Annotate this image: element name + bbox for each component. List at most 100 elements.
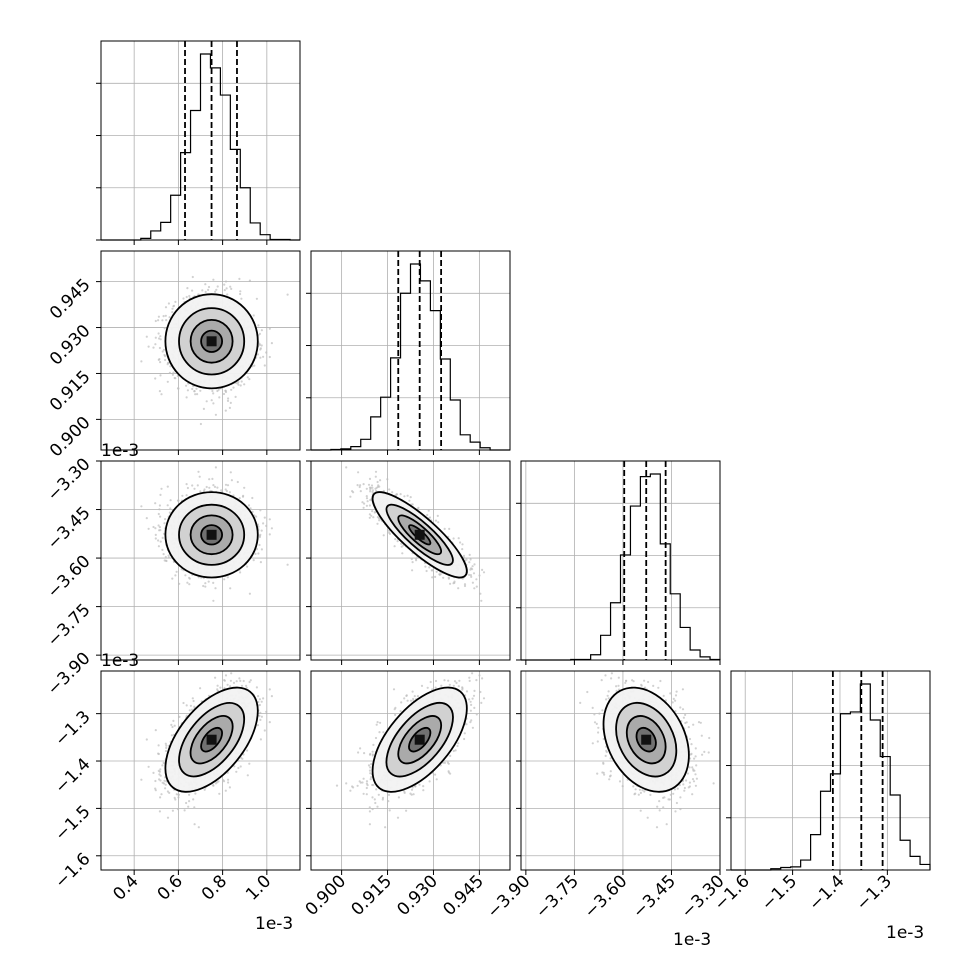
scatter-point <box>459 541 462 544</box>
scatter-point <box>230 287 233 290</box>
scatter-point <box>159 493 162 496</box>
scatter-point <box>154 537 157 540</box>
scatter-point <box>252 559 255 562</box>
scatter-point <box>195 387 198 390</box>
scatter-point <box>391 491 394 494</box>
scatter-point <box>229 587 232 590</box>
scatter-point <box>265 524 268 528</box>
scatter-point <box>248 592 251 595</box>
scatter-point <box>164 358 167 362</box>
scatter-point <box>468 573 471 577</box>
scatter-point <box>270 342 273 345</box>
scatter-point <box>480 599 483 602</box>
scatter-point <box>154 336 157 339</box>
panel-frame <box>520 460 721 661</box>
scatter-point <box>161 536 164 540</box>
scatter-point <box>220 489 223 492</box>
scatter-point <box>163 327 166 330</box>
scatter-point <box>239 290 242 293</box>
scatter-point <box>471 581 474 584</box>
x-tick-label: −1.5 <box>758 871 801 914</box>
scatter-point <box>468 553 471 557</box>
scatter-point <box>204 283 207 286</box>
scatter-point <box>184 574 187 577</box>
scatter-point <box>185 384 188 387</box>
scatter-point <box>258 332 261 335</box>
scatter-point <box>481 568 484 572</box>
scatter-point <box>216 285 219 288</box>
y-tick-label: −3.90 <box>44 649 95 700</box>
scatter-point <box>224 483 228 486</box>
scatter-point <box>168 371 171 374</box>
scatter-point <box>157 539 160 542</box>
scatter-point <box>201 289 204 292</box>
scatter-point <box>207 285 211 289</box>
scatter-point <box>223 578 226 581</box>
scatter-point <box>227 397 230 400</box>
scatter-point <box>161 319 164 322</box>
x-tick-label: −1.3 <box>853 871 896 914</box>
scatter-point <box>171 307 174 310</box>
scatter-point <box>168 511 171 514</box>
scatter-point <box>191 387 194 391</box>
scatter-point <box>260 344 263 347</box>
scatter-point <box>386 478 389 481</box>
scatter-point <box>362 483 365 486</box>
density-peak <box>206 336 217 347</box>
scatter-point <box>181 494 184 497</box>
y-tick-label: −3.45 <box>44 503 95 554</box>
scatter-point <box>213 485 217 488</box>
scatter-point <box>166 504 169 507</box>
scatter-point <box>164 518 167 521</box>
histogram-step <box>521 473 721 661</box>
scatter-point <box>214 466 217 469</box>
scatter-point <box>376 522 379 525</box>
scatter-point <box>259 509 262 512</box>
scatter-point <box>286 563 289 566</box>
scatter-point <box>256 353 259 356</box>
scatter-point <box>169 499 172 502</box>
scatter-point <box>216 486 219 489</box>
scatter-point <box>226 484 230 487</box>
scatter-point <box>224 488 227 491</box>
scatter-point <box>240 297 243 300</box>
scatter-point <box>361 501 364 504</box>
scatter-point <box>166 380 169 383</box>
scatter-point <box>262 522 265 525</box>
scatter-point <box>210 399 213 402</box>
scatter-point <box>154 319 157 323</box>
scatter-point <box>239 571 242 574</box>
x-tick-label: −1.4 <box>805 871 848 914</box>
scatter-point <box>178 582 181 585</box>
scatter-point <box>443 527 446 531</box>
y-tick-label: 0.900 <box>46 413 95 462</box>
scatter-point <box>257 552 260 555</box>
scatter-point <box>239 384 242 387</box>
scatter-point <box>478 574 481 577</box>
scatter-point <box>406 494 409 497</box>
scatter-point <box>194 393 197 396</box>
histogram-step <box>311 263 510 451</box>
scatter-point <box>214 413 217 416</box>
scatter-point <box>196 484 199 487</box>
scatter-point <box>211 389 214 393</box>
scatter-point <box>207 288 210 291</box>
scatter-point <box>224 280 228 283</box>
scatter-point <box>147 527 150 530</box>
scatter-point <box>268 327 271 330</box>
scatter-point <box>226 293 229 296</box>
scatter-point <box>253 364 256 367</box>
scatter-point <box>191 484 194 487</box>
scatter-point <box>461 548 464 551</box>
histogram-step <box>101 53 300 241</box>
scatter-point <box>388 488 391 491</box>
scatter-point <box>167 554 170 557</box>
scatter-point <box>434 575 437 579</box>
scatter-point <box>212 278 215 281</box>
scatter-point <box>417 506 420 509</box>
scatter-point <box>435 570 438 573</box>
scatter-point <box>359 490 362 493</box>
scatter-point <box>161 548 164 552</box>
scatter-point <box>188 294 191 298</box>
scatter-point <box>198 475 201 478</box>
